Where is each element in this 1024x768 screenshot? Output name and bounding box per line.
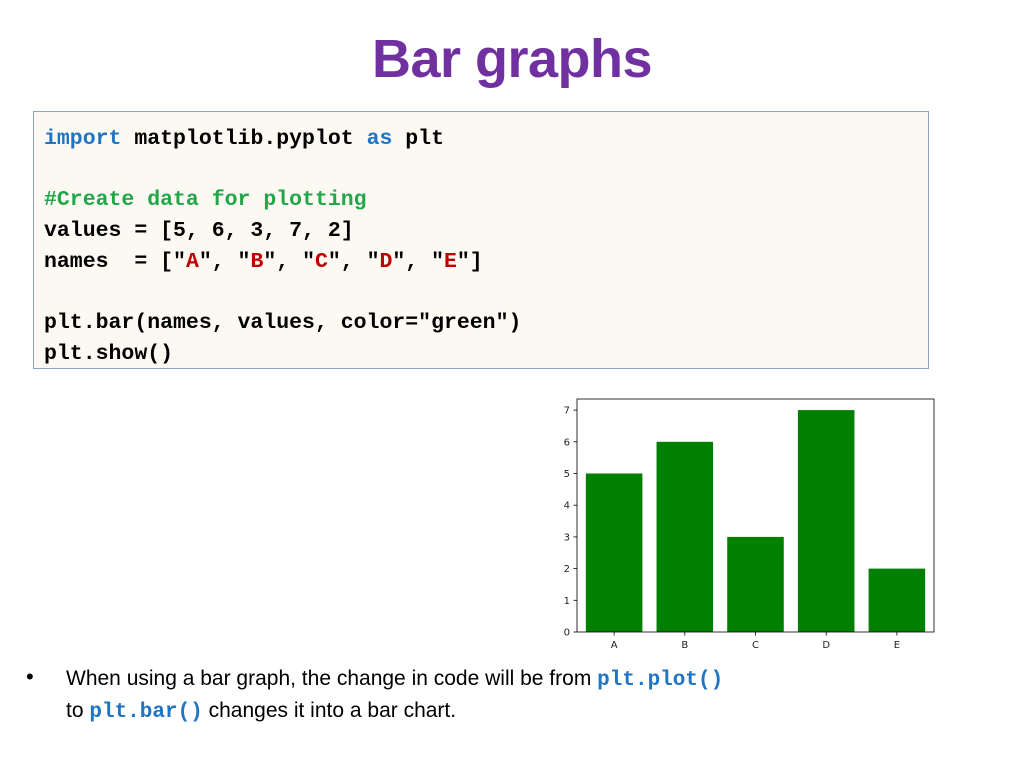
module-name: matplotlib.pyplot — [121, 127, 367, 151]
code-bar-call: plt.bar() — [89, 701, 203, 724]
code-plot-call: plt.plot() — [597, 669, 724, 692]
names-sep: ", " — [392, 250, 444, 274]
bar-c — [727, 536, 784, 632]
bullet-text: When using a bar graph, the change in co… — [66, 664, 746, 728]
y-tick-label: 2 — [564, 564, 570, 575]
code-block: import matplotlib.pyplot as plt #Create … — [33, 111, 929, 369]
import-keyword: import — [44, 127, 122, 151]
bullet-text-middle: to — [66, 699, 90, 722]
code-line-names: names = ["A", "B", "C", "D", "E"] — [44, 247, 483, 277]
code-line-bar: plt.bar(names, values, color="green") — [44, 311, 522, 335]
as-keyword: as — [366, 127, 393, 151]
names-sep: ", " — [198, 250, 251, 274]
bar-b — [656, 441, 714, 632]
module-alias: plt — [392, 127, 444, 151]
bar-d — [797, 410, 855, 632]
string-d: D — [379, 250, 393, 274]
code-comment: #Create data for plotting — [44, 188, 367, 212]
names-prefix: names = [" — [44, 250, 186, 274]
y-tick-label: 6 — [564, 437, 570, 448]
x-tick-label: A — [611, 640, 618, 651]
x-tick-label: E — [894, 640, 900, 651]
string-c: C — [314, 250, 328, 274]
bar-chart: A B C D E 0 1 2 3 4 5 6 7 — [564, 398, 935, 651]
bullet-text-start: When using a bar graph, the change in co… — [66, 667, 598, 690]
plot-frame — [576, 398, 935, 633]
y-tick-label: 1 — [564, 596, 570, 607]
bullet-text-end: changes it into a bar chart. — [202, 699, 457, 722]
code-line-show: plt.show() — [44, 342, 174, 366]
bullet-marker: • — [26, 664, 34, 689]
bar-e — [868, 568, 926, 632]
string-e: E — [444, 250, 457, 274]
x-tick-label: C — [752, 640, 759, 651]
y-tick-label: 0 — [564, 628, 570, 639]
code-line-values: values = [5, 6, 3, 7, 2] — [44, 219, 354, 243]
names-sep: ", " — [263, 250, 315, 274]
string-b: B — [250, 250, 264, 274]
code-line-import: import matplotlib.pyplot as plt — [44, 124, 444, 154]
y-tick-label: 3 — [564, 532, 570, 543]
names-sep: ", " — [327, 250, 380, 274]
y-tick-label: 7 — [564, 406, 570, 417]
names-suffix: "] — [456, 250, 483, 274]
x-tick-label: D — [822, 640, 830, 651]
bar-a — [585, 473, 643, 632]
string-a: A — [185, 250, 199, 274]
x-tick-label: B — [681, 640, 688, 651]
y-tick-label: 5 — [564, 469, 570, 480]
y-tick-label: 4 — [564, 501, 570, 512]
slide-title: Bar graphs — [371, 29, 653, 89]
